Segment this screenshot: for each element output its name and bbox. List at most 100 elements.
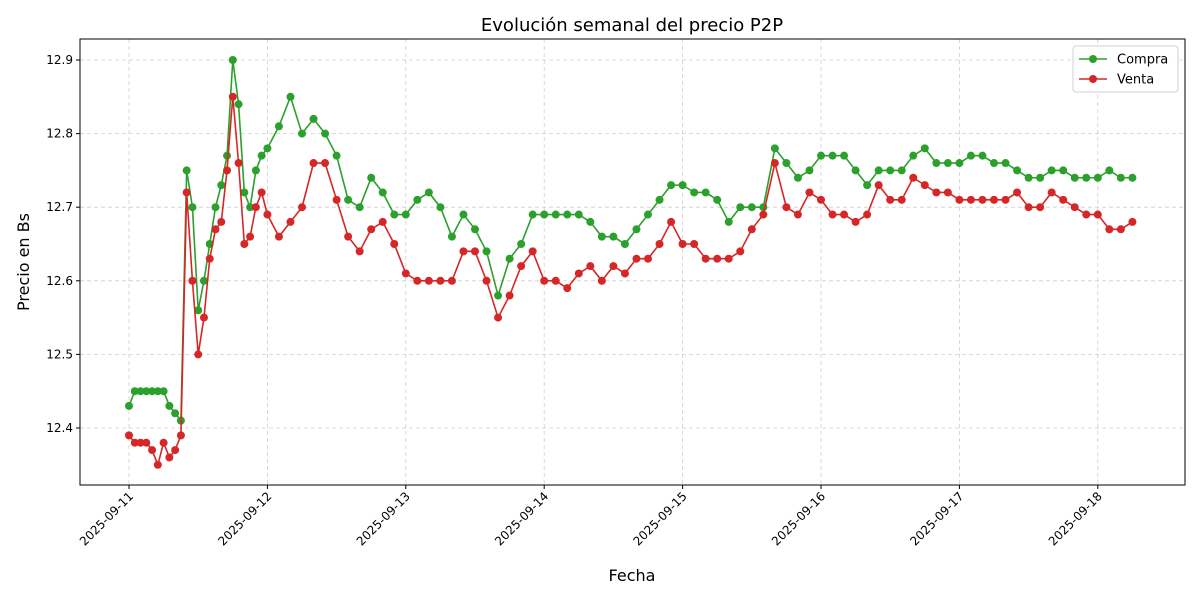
data-point bbox=[828, 151, 837, 160]
data-point bbox=[747, 225, 756, 234]
data-point bbox=[990, 159, 998, 168]
data-point bbox=[782, 159, 791, 168]
data-point bbox=[920, 144, 929, 153]
data-point bbox=[563, 210, 572, 219]
y-tick-label: 12.7 bbox=[46, 200, 73, 214]
data-point bbox=[609, 262, 618, 271]
data-point bbox=[1024, 203, 1033, 212]
data-point bbox=[274, 122, 283, 131]
data-point bbox=[932, 159, 941, 168]
y-tick-label: 12.5 bbox=[46, 347, 73, 361]
data-point bbox=[966, 151, 975, 160]
data-point bbox=[298, 129, 306, 138]
data-point bbox=[667, 181, 676, 190]
x-tick-label: 2025-09-14 bbox=[492, 489, 551, 548]
data-point bbox=[309, 114, 318, 123]
data-point bbox=[955, 159, 964, 168]
data-point bbox=[1013, 188, 1022, 197]
x-axis: 2025-09-11 2025-09-12 2025-09-13 2025-09-14… bbox=[77, 485, 1105, 548]
data-point bbox=[505, 254, 514, 263]
data-point bbox=[1059, 166, 1068, 175]
data-point bbox=[424, 188, 433, 197]
y-tick-label: 12.8 bbox=[46, 127, 73, 141]
data-point bbox=[211, 203, 220, 212]
data-point bbox=[620, 240, 629, 248]
data-point bbox=[321, 159, 330, 168]
data-point bbox=[165, 453, 174, 462]
data-point bbox=[176, 431, 185, 440]
data-point bbox=[782, 203, 791, 212]
series-compra bbox=[125, 56, 1137, 425]
data-point bbox=[701, 188, 710, 197]
y-axis-label: Precio en Bs bbox=[14, 213, 33, 311]
x-tick-label: 2025-09-18 bbox=[1046, 489, 1105, 548]
series-layer bbox=[125, 56, 1137, 469]
data-point bbox=[978, 195, 987, 204]
legend-label: Venta bbox=[1117, 73, 1154, 88]
data-point bbox=[909, 173, 918, 182]
data-point bbox=[263, 210, 272, 219]
data-point bbox=[471, 247, 479, 256]
data-point bbox=[447, 276, 456, 285]
data-point bbox=[1082, 173, 1091, 182]
data-point bbox=[1116, 173, 1125, 182]
data-point bbox=[1001, 195, 1010, 204]
data-point bbox=[517, 240, 526, 248]
data-point bbox=[413, 195, 422, 204]
data-point bbox=[1105, 166, 1114, 175]
data-point bbox=[234, 100, 243, 109]
legend: Compra Venta bbox=[1072, 45, 1179, 93]
data-point bbox=[130, 387, 139, 396]
data-point bbox=[886, 195, 895, 204]
y-tick-label: 12.9 bbox=[46, 53, 73, 67]
data-point bbox=[770, 159, 779, 168]
data-point bbox=[471, 225, 479, 234]
data-point bbox=[165, 401, 174, 410]
data-point bbox=[447, 232, 456, 241]
data-point bbox=[632, 225, 641, 234]
data-point bbox=[1047, 166, 1056, 175]
data-point bbox=[367, 173, 376, 182]
data-point bbox=[1128, 173, 1137, 182]
data-point bbox=[505, 291, 514, 300]
data-point bbox=[199, 276, 208, 285]
data-point bbox=[228, 56, 237, 64]
data-point bbox=[240, 188, 249, 197]
data-point bbox=[355, 203, 364, 212]
data-point bbox=[644, 254, 652, 263]
data-point bbox=[574, 210, 583, 219]
data-point bbox=[770, 144, 779, 153]
data-point bbox=[805, 188, 814, 197]
data-point bbox=[257, 188, 266, 197]
data-point bbox=[1082, 210, 1091, 219]
data-point bbox=[586, 262, 595, 271]
data-point bbox=[130, 438, 139, 447]
legend-marker bbox=[1089, 75, 1097, 83]
data-point bbox=[874, 166, 883, 175]
data-point bbox=[378, 188, 387, 197]
data-point bbox=[246, 232, 255, 241]
data-point bbox=[632, 254, 641, 263]
data-point bbox=[482, 276, 491, 285]
data-point bbox=[551, 276, 560, 285]
data-point bbox=[840, 210, 849, 219]
data-point bbox=[690, 188, 699, 197]
data-point bbox=[517, 262, 526, 271]
data-point bbox=[217, 217, 226, 226]
data-point bbox=[678, 240, 687, 248]
data-point bbox=[194, 306, 203, 315]
data-point bbox=[401, 210, 410, 219]
data-point bbox=[713, 254, 722, 263]
data-point bbox=[851, 166, 860, 175]
data-point bbox=[234, 159, 243, 168]
data-point bbox=[321, 129, 330, 138]
data-point bbox=[240, 240, 249, 248]
grid bbox=[80, 39, 1185, 485]
data-point bbox=[793, 173, 802, 182]
data-point bbox=[1070, 203, 1079, 212]
data-point bbox=[932, 188, 941, 197]
data-point bbox=[148, 446, 157, 455]
chart-title: Evolución semanal del precio P2P bbox=[481, 15, 783, 36]
x-tick-label: 2025-09-17 bbox=[907, 489, 966, 548]
